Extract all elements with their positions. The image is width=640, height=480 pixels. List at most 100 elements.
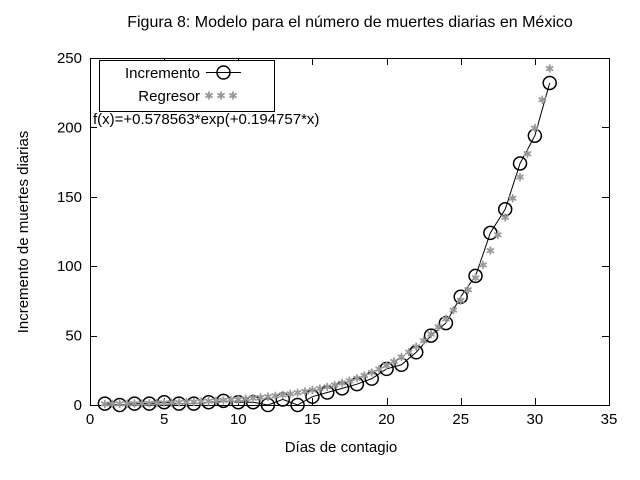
asterisk-arm	[479, 262, 487, 268]
regresor-point	[479, 260, 487, 270]
asterisk-arm	[278, 392, 287, 398]
regresor-point	[390, 357, 398, 366]
regresor-point	[531, 123, 539, 133]
asterisk-arm	[286, 391, 295, 397]
asterisk-arm	[167, 400, 176, 406]
asterisk-arm	[130, 400, 139, 407]
regresor-point	[449, 305, 458, 315]
legend-label-incremento: Incremento	[125, 65, 200, 82]
regresor-point	[189, 397, 198, 407]
regresor-point	[382, 361, 391, 370]
regresor-point	[412, 342, 421, 351]
asterisk-arm	[212, 398, 220, 404]
regresor-point	[234, 395, 243, 404]
y-tick-label: 250	[57, 50, 82, 67]
regresor-point	[108, 399, 117, 409]
y-axis-label: Incremento de muertes diarias	[15, 131, 32, 334]
incremento-point	[483, 225, 498, 241]
asterisk-arm	[308, 387, 317, 393]
y-tick-label: 150	[57, 189, 82, 206]
regresor-point	[256, 393, 265, 402]
asterisk-arm	[205, 92, 213, 99]
asterisk-arm	[434, 324, 443, 330]
x-tick-label: 20	[378, 411, 395, 428]
asterisk-arm	[493, 232, 502, 238]
asterisk-arm	[353, 375, 361, 381]
asterisk-arm	[330, 382, 339, 388]
regresor-point	[516, 172, 524, 182]
regresor-point	[427, 329, 435, 339]
asterisk-arm	[486, 247, 495, 254]
asterisk-arm	[234, 396, 243, 402]
regresor-point	[271, 391, 280, 401]
legend-markers	[205, 65, 241, 100]
regresor-point	[338, 378, 346, 388]
regresor-point	[308, 385, 317, 395]
regresor-point	[130, 399, 139, 408]
asterisk-arm	[412, 344, 421, 350]
asterisk-arm	[264, 394, 272, 400]
regresor-point	[241, 394, 250, 404]
regresor-point	[434, 322, 443, 332]
x-tick-label: 5	[160, 411, 168, 428]
x-tick-label: 15	[304, 411, 321, 428]
plot-area: 0 5 10 15 20 25 30 35 0 50 100 150 200 250	[57, 50, 617, 428]
x-tick-label: 30	[527, 411, 544, 428]
asterisk-arm	[182, 399, 191, 405]
asterisk-arm	[531, 125, 539, 131]
asterisk-arm	[204, 398, 213, 404]
regresor-point	[227, 395, 235, 405]
asterisk-arm	[189, 399, 198, 405]
regresor-point	[493, 230, 502, 240]
regresor-point	[123, 399, 131, 408]
y-tick-label: 50	[65, 328, 82, 345]
asterisk-arm	[197, 398, 206, 405]
asterisk-arm	[501, 214, 510, 220]
asterisk-arm	[323, 384, 332, 390]
regresor-point	[486, 246, 495, 255]
asterisk-arm	[471, 275, 480, 281]
asterisk-arm	[390, 358, 398, 365]
legend-regresor-marker	[217, 91, 225, 100]
y-tick-label: 0	[74, 397, 82, 414]
annotation-equation: f(x)=+0.578563*exp(+0.194757*x)	[93, 111, 319, 128]
regresor-point	[315, 384, 324, 393]
x-tick-label: 25	[452, 411, 469, 428]
asterisk-arm	[249, 395, 257, 401]
regresor-point	[397, 352, 406, 362]
asterisk-arm	[427, 331, 435, 337]
regresor-point	[464, 285, 472, 295]
asterisk-arm	[315, 385, 324, 392]
asterisk-arm	[419, 338, 428, 344]
regresor-point	[293, 388, 302, 398]
regresor-point	[167, 398, 176, 407]
legend-box	[99, 60, 275, 112]
regresor-point	[152, 398, 161, 408]
regresor-point	[360, 371, 369, 380]
asterisk-arm	[456, 297, 465, 304]
asterisk-arm	[523, 151, 532, 157]
incremento-line	[104, 82, 551, 406]
asterisk-arm	[367, 369, 376, 376]
regresor-point	[323, 382, 332, 392]
asterisk-arm	[138, 400, 146, 407]
asterisk-arm	[449, 307, 458, 313]
asterisk-arm	[345, 378, 354, 384]
regresor-point	[160, 398, 168, 408]
regresor-point	[353, 373, 361, 383]
legend: Incremento Regresor	[99, 60, 275, 112]
asterisk-arm	[175, 399, 183, 406]
regresor-point	[138, 399, 146, 408]
regresor-point	[508, 193, 517, 203]
asterisk-arm	[464, 287, 472, 293]
regresor-point	[345, 376, 354, 386]
regresor-point	[204, 396, 213, 406]
asterisk-arm	[508, 195, 517, 201]
regresor-point	[456, 296, 465, 305]
regresor-point	[523, 149, 532, 159]
y-tick-label: 100	[57, 258, 82, 275]
asterisk-arm	[360, 372, 369, 379]
regresor-point	[115, 399, 124, 409]
